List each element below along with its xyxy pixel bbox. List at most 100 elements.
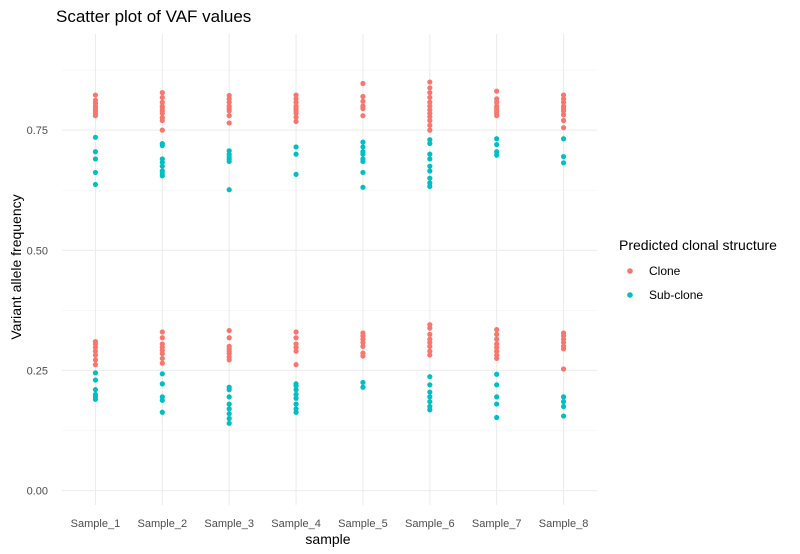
data-point — [427, 325, 433, 331]
data-point — [92, 169, 99, 176]
data-point — [494, 394, 500, 400]
data-point — [226, 411, 232, 417]
data-point — [293, 391, 299, 398]
data-point — [159, 94, 165, 101]
data-point — [494, 99, 500, 105]
data-point — [560, 160, 567, 166]
legend-label: Clone — [649, 264, 681, 278]
data-point — [293, 171, 299, 177]
data-point — [293, 401, 299, 407]
data-point — [159, 351, 165, 357]
data-point — [159, 117, 165, 124]
data-point — [226, 420, 232, 426]
data-point — [427, 168, 433, 174]
data-point — [427, 175, 433, 181]
data-point — [494, 113, 500, 119]
data-point — [494, 331, 500, 337]
data-point — [560, 153, 567, 160]
data-point — [360, 113, 366, 119]
data-point — [92, 113, 99, 119]
data-point — [293, 409, 299, 415]
data-point — [560, 339, 567, 346]
data-point — [560, 346, 567, 352]
data-point — [427, 85, 433, 91]
data-point — [360, 384, 366, 390]
data-point — [159, 371, 165, 377]
data-point — [226, 187, 232, 193]
data-point — [92, 352, 99, 358]
data-point — [92, 370, 99, 376]
data-point — [494, 326, 500, 333]
data-point — [360, 379, 366, 386]
data-point — [159, 142, 165, 149]
data-point — [494, 355, 500, 362]
data-point — [360, 151, 366, 157]
data-point — [226, 401, 232, 407]
data-point — [360, 343, 366, 349]
data-point — [427, 151, 433, 157]
data-point — [159, 355, 165, 362]
data-point — [427, 103, 433, 109]
data-point — [427, 122, 433, 128]
data-point — [226, 158, 232, 164]
data-point — [427, 348, 433, 354]
data-point — [159, 173, 165, 179]
legend-title: Predicted clonal structure — [619, 237, 777, 253]
data-point — [427, 339, 433, 346]
data-point — [427, 140, 433, 147]
data-point — [92, 156, 99, 162]
data-point — [494, 88, 500, 94]
data-point — [226, 406, 232, 412]
x-axis-title: sample — [305, 531, 350, 547]
data-point — [360, 184, 366, 190]
data-point — [560, 117, 567, 124]
data-point — [560, 125, 567, 131]
data-point — [427, 407, 433, 413]
data-point — [92, 362, 99, 368]
data-point — [226, 357, 232, 363]
data-point — [92, 134, 99, 140]
data-point — [494, 401, 500, 407]
x-tick-label: Sample_3 — [204, 518, 254, 530]
data-point — [427, 79, 433, 85]
data-point — [293, 348, 299, 354]
data-point — [159, 159, 165, 165]
data-point — [226, 327, 232, 334]
y-tick-label: 0.25 — [27, 365, 48, 377]
x-tick-label: Sample_7 — [472, 518, 522, 530]
data-point — [560, 112, 567, 118]
data-point — [159, 110, 165, 116]
y-tick-label: 0.75 — [27, 125, 48, 137]
data-point — [92, 149, 99, 155]
y-axis-ticks: 0.00 0.25 0.50 0.75 — [27, 125, 48, 497]
data-point — [293, 118, 299, 125]
data-point — [560, 108, 567, 114]
data-point — [427, 90, 433, 96]
x-tick-label: Sample_6 — [405, 518, 455, 530]
data-point — [360, 339, 366, 346]
data-point — [159, 99, 165, 105]
data-point — [159, 397, 165, 403]
data-point — [360, 105, 366, 112]
data-point — [92, 377, 99, 383]
data-point — [494, 382, 500, 388]
data-point — [560, 92, 567, 98]
data-point — [293, 329, 299, 335]
data-point — [92, 387, 99, 393]
data-point — [560, 99, 567, 105]
data-point — [427, 394, 433, 400]
data-point — [427, 382, 433, 388]
data-point — [560, 403, 567, 410]
data-point — [494, 141, 500, 148]
data-point — [427, 127, 433, 133]
data-point — [427, 352, 433, 358]
x-tick-label: Sample_4 — [271, 518, 321, 530]
data-point — [159, 360, 165, 366]
data-point — [159, 163, 165, 169]
y-tick-label: 0.00 — [27, 486, 48, 498]
data-point — [427, 156, 433, 162]
data-point — [293, 110, 299, 116]
data-point — [427, 399, 433, 405]
data-point — [293, 114, 299, 120]
